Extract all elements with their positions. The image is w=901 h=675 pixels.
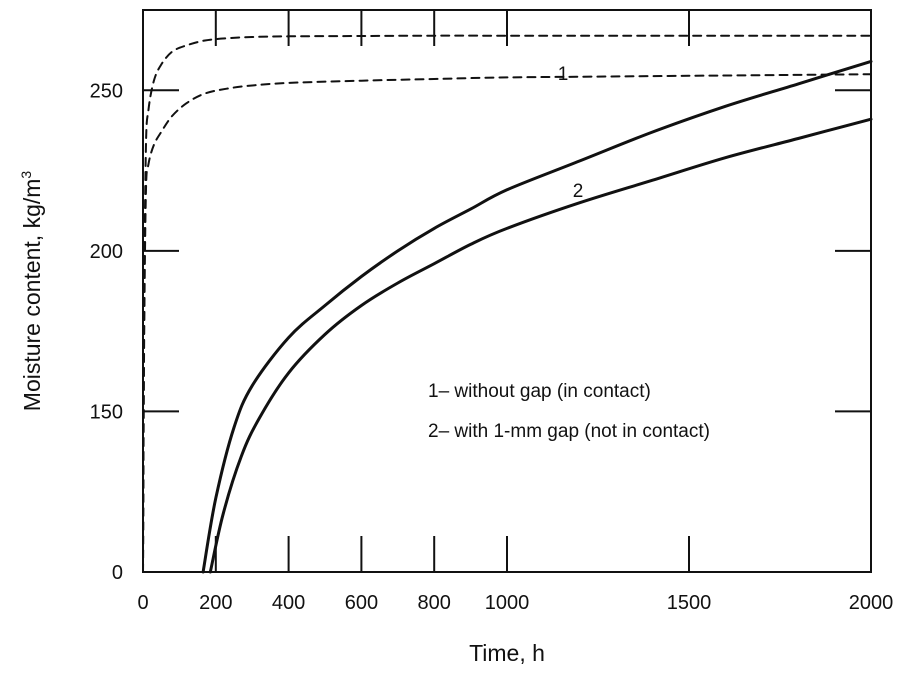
curve-annotation-1: 1	[558, 64, 569, 85]
legend-entry-1: 1– without gap (in contact)	[428, 381, 651, 402]
y-axis-label-superscript: 3	[18, 171, 34, 179]
series-line-4-solid	[208, 117, 873, 574]
y-tick-label-250: 250	[90, 80, 123, 102]
x-tick-label-400: 400	[272, 592, 305, 614]
legend-entry-2: 2– with 1-mm gap (not in contact)	[428, 421, 710, 442]
x-tick-labels: 0 200 400 600 800 1000 1500 2000	[137, 592, 893, 614]
series-line-1-dashed	[142, 34, 872, 573]
x-tick-label-800: 800	[418, 592, 451, 614]
x-tick-label-1500: 1500	[667, 592, 712, 614]
y-tick-label-200: 200	[90, 241, 123, 263]
x-axis-label: Time, h	[469, 640, 545, 666]
x-tick-label-2000: 2000	[849, 592, 894, 614]
y-axis-label: Moisture content, kg/m3	[18, 171, 45, 412]
series-lines	[142, 34, 873, 574]
x-tick-label-0: 0	[137, 592, 148, 614]
series-line-2-dashed	[142, 73, 872, 573]
series-line-3-solid	[201, 59, 873, 574]
x-tick-label-1000: 1000	[485, 592, 530, 614]
y-tick-label-100: 0	[112, 562, 123, 584]
y-axis-label-text: Moisture content, kg/m	[19, 179, 45, 412]
x-tick-label-200: 200	[199, 592, 232, 614]
axis-ticks	[143, 10, 871, 572]
y-tick-label-150: 150	[90, 401, 123, 423]
x-tick-label-600: 600	[345, 592, 378, 614]
curve-annotation-2: 2	[573, 181, 584, 202]
y-tick-labels: 0 150 200 250	[90, 80, 123, 584]
